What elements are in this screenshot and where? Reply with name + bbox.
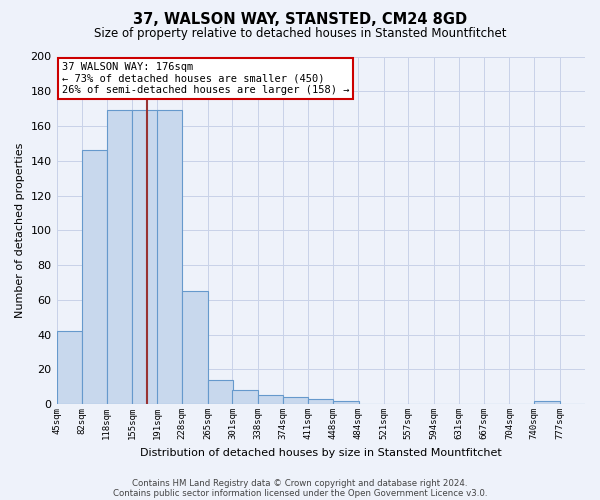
Bar	[157, 110, 182, 404]
Bar	[534, 400, 560, 404]
Text: Contains public sector information licensed under the Open Government Licence v3: Contains public sector information licen…	[113, 488, 487, 498]
Text: Contains HM Land Registry data © Crown copyright and database right 2024.: Contains HM Land Registry data © Crown c…	[132, 478, 468, 488]
Text: Size of property relative to detached houses in Stansted Mountfitchet: Size of property relative to detached ho…	[94, 28, 506, 40]
Text: 37, WALSON WAY, STANSTED, CM24 8GD: 37, WALSON WAY, STANSTED, CM24 8GD	[133, 12, 467, 28]
Bar	[208, 380, 233, 404]
Bar	[308, 399, 334, 404]
X-axis label: Distribution of detached houses by size in Stansted Mountfitchet: Distribution of detached houses by size …	[140, 448, 502, 458]
Bar	[56, 331, 82, 404]
Bar	[334, 400, 359, 404]
Bar	[182, 291, 208, 404]
Bar	[82, 150, 107, 404]
Bar	[232, 390, 258, 404]
Text: 37 WALSON WAY: 176sqm
← 73% of detached houses are smaller (450)
26% of semi-det: 37 WALSON WAY: 176sqm ← 73% of detached …	[62, 62, 349, 95]
Y-axis label: Number of detached properties: Number of detached properties	[15, 142, 25, 318]
Bar	[107, 110, 132, 404]
Bar	[132, 110, 158, 404]
Bar	[283, 397, 308, 404]
Bar	[258, 396, 283, 404]
